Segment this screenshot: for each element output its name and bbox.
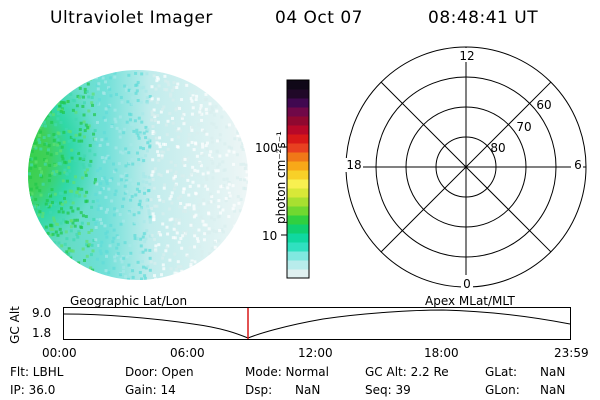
- colorbar: [281, 79, 310, 279]
- timeline-x-tick-1200: 12:00: [298, 346, 333, 360]
- mlt-label-12: 12: [459, 49, 474, 63]
- polar-mlt-plot: 12 0 18 6 60 70 80: [345, 46, 587, 291]
- mlt-label-0: 0: [463, 277, 471, 291]
- timeline-y-tick-9: 9.0: [32, 306, 52, 320]
- timeline-x-tick-2359: 23:59: [554, 346, 589, 360]
- colorbar-tick-100: 100: [255, 141, 278, 155]
- status-dsp: Dsp: NaN: [245, 383, 321, 397]
- lat-label-80: 80: [490, 141, 505, 155]
- gc-altitude-timeline: [63, 307, 571, 340]
- app-title: Ultraviolet Imager: [50, 8, 213, 28]
- status-ip: IP: 36.0: [10, 383, 56, 397]
- timeline-x-tick-0600: 06:00: [170, 346, 205, 360]
- status-door: Door: Open: [125, 365, 194, 379]
- uv-earth-image: [28, 70, 248, 280]
- timeline-x-tick-0000: 00:00: [42, 346, 77, 360]
- lat-label-70: 70: [516, 120, 531, 134]
- status-filter: Flt: LBHL: [10, 365, 64, 379]
- header-date: 04 Oct 07: [275, 8, 363, 28]
- lat-label-60: 60: [536, 98, 551, 112]
- header-time: 08:48:41 UT: [428, 8, 539, 28]
- colorbar-unit-label: photon cm⁻²s⁻¹: [274, 131, 288, 224]
- status-glon-label: GLon:: [485, 383, 520, 397]
- status-gain: Gain: 14: [125, 383, 176, 397]
- colorbar-tick-10: 10: [262, 229, 278, 243]
- status-gc-alt: GC Alt: 2.2 Re: [365, 365, 449, 379]
- mlt-label-6: 6: [574, 158, 582, 172]
- status-glon-value: NaN: [540, 383, 566, 397]
- status-glat-value: NaN: [540, 365, 566, 379]
- timeline-right-label: Apex MLat/MLT: [425, 294, 515, 308]
- timeline-x-tick-1800: 18:00: [424, 346, 459, 360]
- status-glat-label: GLat:: [485, 365, 518, 379]
- mlt-label-18: 18: [346, 158, 361, 172]
- status-seq: Seq: 39: [365, 383, 411, 397]
- timeline-y-tick-1-8: 1.8: [32, 326, 52, 340]
- timeline-y-label: GC Alt: [8, 306, 22, 344]
- timeline-left-label: Geographic Lat/Lon: [70, 294, 188, 308]
- status-mode: Mode: Normal: [245, 365, 329, 379]
